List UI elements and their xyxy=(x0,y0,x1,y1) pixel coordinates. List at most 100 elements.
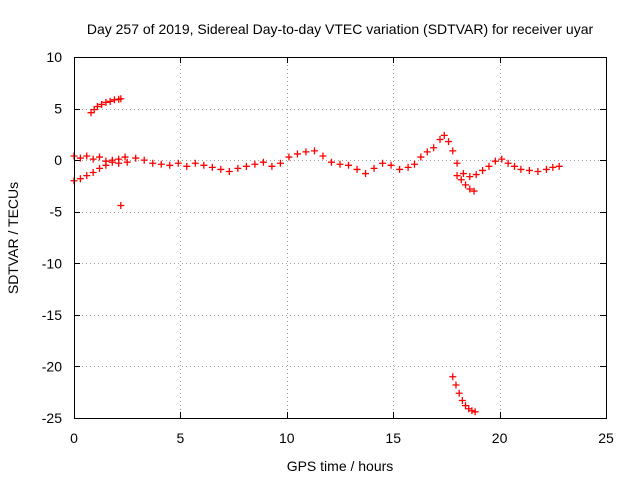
data-point xyxy=(157,160,165,168)
data-point xyxy=(362,170,370,178)
data-point xyxy=(462,181,470,189)
data-point xyxy=(108,158,116,166)
x-tick-label: 10 xyxy=(279,430,295,446)
data-point xyxy=(410,160,418,168)
data-point xyxy=(452,381,460,389)
data-point xyxy=(191,159,199,167)
data-point xyxy=(117,95,125,103)
series-deep-dip xyxy=(449,373,479,416)
data-point xyxy=(417,153,425,161)
data-point xyxy=(542,165,550,173)
data-point xyxy=(396,165,404,173)
data-point xyxy=(293,150,301,158)
y-tick-label: -15 xyxy=(42,307,62,323)
data-point xyxy=(87,109,95,117)
data-point xyxy=(268,162,276,170)
data-point xyxy=(498,155,506,163)
data-point xyxy=(471,408,479,416)
data-point xyxy=(336,160,344,168)
x-axis-label: GPS time / hours xyxy=(287,458,394,474)
x-tick-label: 15 xyxy=(385,430,401,446)
data-point xyxy=(102,98,110,106)
y-tick-label: 0 xyxy=(54,152,62,168)
data-point xyxy=(225,167,233,175)
data-marks xyxy=(70,95,563,416)
data-point xyxy=(445,138,453,146)
x-tick-labels: 0 5 10 15 20 25 xyxy=(70,430,614,446)
data-point xyxy=(166,161,174,169)
data-point xyxy=(149,159,157,167)
x-tick-label: 0 xyxy=(70,430,78,446)
y-tick-labels: 10 5 0 -5 -10 -15 -20 -25 xyxy=(42,49,62,426)
data-point xyxy=(353,165,361,173)
data-point xyxy=(504,159,512,167)
data-point xyxy=(89,169,97,177)
data-point xyxy=(440,131,448,139)
data-point xyxy=(387,161,395,169)
data-point xyxy=(449,373,457,381)
series-lower-branch xyxy=(70,153,129,185)
series-upper-arc xyxy=(87,95,125,117)
x-tick-label: 25 xyxy=(598,430,614,446)
data-point xyxy=(455,389,463,397)
data-point xyxy=(534,167,542,175)
data-point xyxy=(345,161,353,169)
data-point xyxy=(76,175,84,183)
y-axis-label: SDTVAR / TECUs xyxy=(5,182,21,294)
y-tick-label: -5 xyxy=(50,204,63,220)
data-point xyxy=(327,158,335,166)
data-point xyxy=(98,100,106,108)
data-point xyxy=(479,166,487,174)
data-point xyxy=(117,202,125,210)
series-isolated-point xyxy=(117,202,125,210)
data-point xyxy=(370,164,378,172)
data-point xyxy=(259,158,267,166)
data-point xyxy=(510,162,518,170)
data-point xyxy=(285,153,293,161)
series-main-band xyxy=(70,131,563,181)
data-point xyxy=(123,158,131,166)
data-point xyxy=(115,155,123,163)
grid-lines xyxy=(74,57,606,418)
data-point xyxy=(102,161,110,169)
data-point xyxy=(310,147,318,155)
data-point xyxy=(140,156,148,164)
data-point xyxy=(517,165,525,173)
data-point xyxy=(468,407,476,415)
data-point xyxy=(472,171,480,179)
data-point xyxy=(404,163,412,171)
data-point xyxy=(76,154,84,162)
y-tick-label: -10 xyxy=(42,255,62,271)
axis-ticks xyxy=(74,57,607,419)
data-point xyxy=(234,164,242,172)
data-point xyxy=(174,159,182,167)
y-tick-label: -20 xyxy=(42,358,62,374)
data-point xyxy=(466,173,474,181)
data-point xyxy=(276,159,284,167)
data-point xyxy=(423,148,431,156)
data-point xyxy=(379,159,387,167)
data-point xyxy=(93,103,101,111)
data-point xyxy=(466,185,474,193)
data-point xyxy=(549,163,557,171)
data-point xyxy=(89,155,97,163)
data-point xyxy=(251,160,259,168)
data-point xyxy=(453,172,461,180)
data-point xyxy=(457,176,465,184)
data-point xyxy=(106,97,114,105)
data-point xyxy=(83,172,91,180)
data-point xyxy=(430,144,438,152)
data-point xyxy=(458,396,466,404)
data-point xyxy=(485,162,493,170)
chart-title: Day 257 of 2019, Sidereal Day-to-day VTE… xyxy=(87,21,594,37)
plot-frame xyxy=(74,57,607,419)
series-lower-tail xyxy=(453,172,478,195)
y-tick-label: 5 xyxy=(54,101,62,117)
data-point xyxy=(319,152,327,160)
data-point xyxy=(83,152,91,160)
y-tick-label: -25 xyxy=(42,410,62,426)
data-point xyxy=(96,164,104,172)
data-point xyxy=(555,162,563,170)
y-tick-label: 10 xyxy=(46,49,62,65)
x-tick-label: 5 xyxy=(177,430,185,446)
